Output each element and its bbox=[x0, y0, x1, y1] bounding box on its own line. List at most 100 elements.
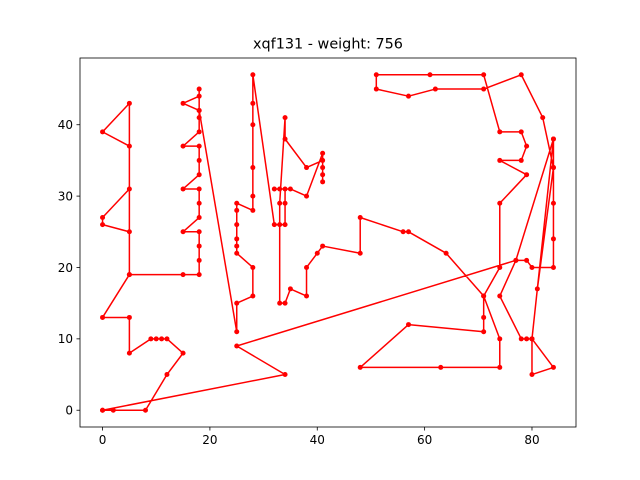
data-point bbox=[196, 107, 202, 113]
y-tick-label: 40 bbox=[58, 118, 73, 132]
data-point bbox=[126, 143, 132, 149]
data-point bbox=[518, 157, 524, 163]
data-point bbox=[357, 250, 363, 256]
y-tick-label: 0 bbox=[65, 404, 73, 418]
data-point bbox=[287, 186, 293, 192]
x-tick-label: 60 bbox=[417, 433, 432, 447]
data-point bbox=[320, 165, 326, 171]
y-tick-label: 30 bbox=[58, 189, 73, 203]
data-point bbox=[271, 186, 277, 192]
data-point bbox=[153, 336, 159, 342]
plot-area bbox=[100, 72, 556, 413]
data-point bbox=[304, 264, 310, 270]
data-point bbox=[550, 364, 556, 370]
data-point bbox=[481, 86, 487, 92]
data-point bbox=[550, 165, 556, 171]
data-point bbox=[277, 222, 283, 228]
data-point bbox=[271, 222, 277, 228]
data-point bbox=[196, 243, 202, 249]
data-point bbox=[234, 300, 240, 306]
data-point bbox=[164, 336, 170, 342]
data-point bbox=[497, 336, 503, 342]
data-point bbox=[180, 272, 186, 278]
data-point bbox=[320, 172, 326, 178]
data-point bbox=[497, 200, 503, 206]
data-point bbox=[164, 372, 170, 378]
data-point bbox=[373, 86, 379, 92]
x-tick-label: 20 bbox=[202, 433, 217, 447]
data-point bbox=[196, 172, 202, 178]
data-point bbox=[196, 86, 202, 92]
data-point bbox=[250, 100, 256, 106]
data-point bbox=[282, 186, 288, 192]
data-point bbox=[126, 272, 132, 278]
data-point bbox=[438, 364, 444, 370]
data-point bbox=[250, 165, 256, 171]
data-point bbox=[148, 336, 154, 342]
data-point bbox=[550, 236, 556, 242]
data-point bbox=[234, 329, 240, 335]
data-point bbox=[180, 350, 186, 356]
data-point bbox=[550, 264, 556, 270]
data-point bbox=[534, 286, 540, 292]
data-point bbox=[304, 165, 310, 171]
data-point bbox=[142, 407, 148, 413]
data-point bbox=[126, 186, 132, 192]
axes: 0 20 40 60 80 0 10 20 30 40 bbox=[58, 57, 577, 447]
data-point bbox=[234, 250, 240, 256]
x-tick-label: 40 bbox=[310, 433, 325, 447]
data-point bbox=[304, 293, 310, 299]
data-point bbox=[282, 136, 288, 142]
data-point bbox=[277, 186, 283, 192]
data-point bbox=[314, 250, 320, 256]
data-point bbox=[196, 200, 202, 206]
data-point bbox=[180, 143, 186, 149]
data-point bbox=[180, 100, 186, 106]
data-point bbox=[481, 329, 487, 335]
data-point bbox=[524, 143, 530, 149]
data-point bbox=[126, 350, 132, 356]
data-point bbox=[282, 115, 288, 121]
data-point bbox=[400, 229, 406, 235]
data-point bbox=[234, 343, 240, 349]
data-point bbox=[529, 336, 535, 342]
data-point bbox=[282, 222, 288, 228]
data-point bbox=[481, 314, 487, 320]
data-point bbox=[282, 372, 288, 378]
data-point bbox=[443, 250, 449, 256]
data-point bbox=[100, 215, 106, 221]
axes-frame bbox=[79, 57, 577, 428]
data-point bbox=[196, 93, 202, 99]
data-point bbox=[540, 115, 546, 121]
data-point bbox=[234, 243, 240, 249]
data-point bbox=[100, 222, 106, 228]
data-point bbox=[277, 300, 283, 306]
data-point bbox=[524, 172, 530, 178]
data-point bbox=[406, 322, 412, 328]
data-point bbox=[406, 93, 412, 99]
data-point bbox=[282, 300, 288, 306]
chart-title: xqf131 - weight: 756 bbox=[253, 37, 403, 53]
data-point bbox=[250, 72, 256, 78]
data-point bbox=[234, 200, 240, 206]
data-point bbox=[320, 243, 326, 249]
data-point bbox=[406, 229, 412, 235]
data-point bbox=[497, 157, 503, 163]
data-point bbox=[126, 100, 132, 106]
data-point bbox=[304, 193, 310, 199]
y-tick-label: 10 bbox=[58, 332, 73, 346]
data-point bbox=[250, 293, 256, 299]
data-point bbox=[180, 229, 186, 235]
data-point bbox=[357, 215, 363, 221]
data-point bbox=[320, 179, 326, 185]
y-tick-label: 20 bbox=[58, 261, 73, 275]
data-point bbox=[234, 207, 240, 213]
data-point bbox=[497, 364, 503, 370]
data-point bbox=[287, 286, 293, 292]
data-point bbox=[518, 72, 524, 78]
data-point bbox=[196, 229, 202, 235]
data-point bbox=[250, 122, 256, 128]
data-point bbox=[497, 293, 503, 299]
data-point bbox=[529, 264, 535, 270]
